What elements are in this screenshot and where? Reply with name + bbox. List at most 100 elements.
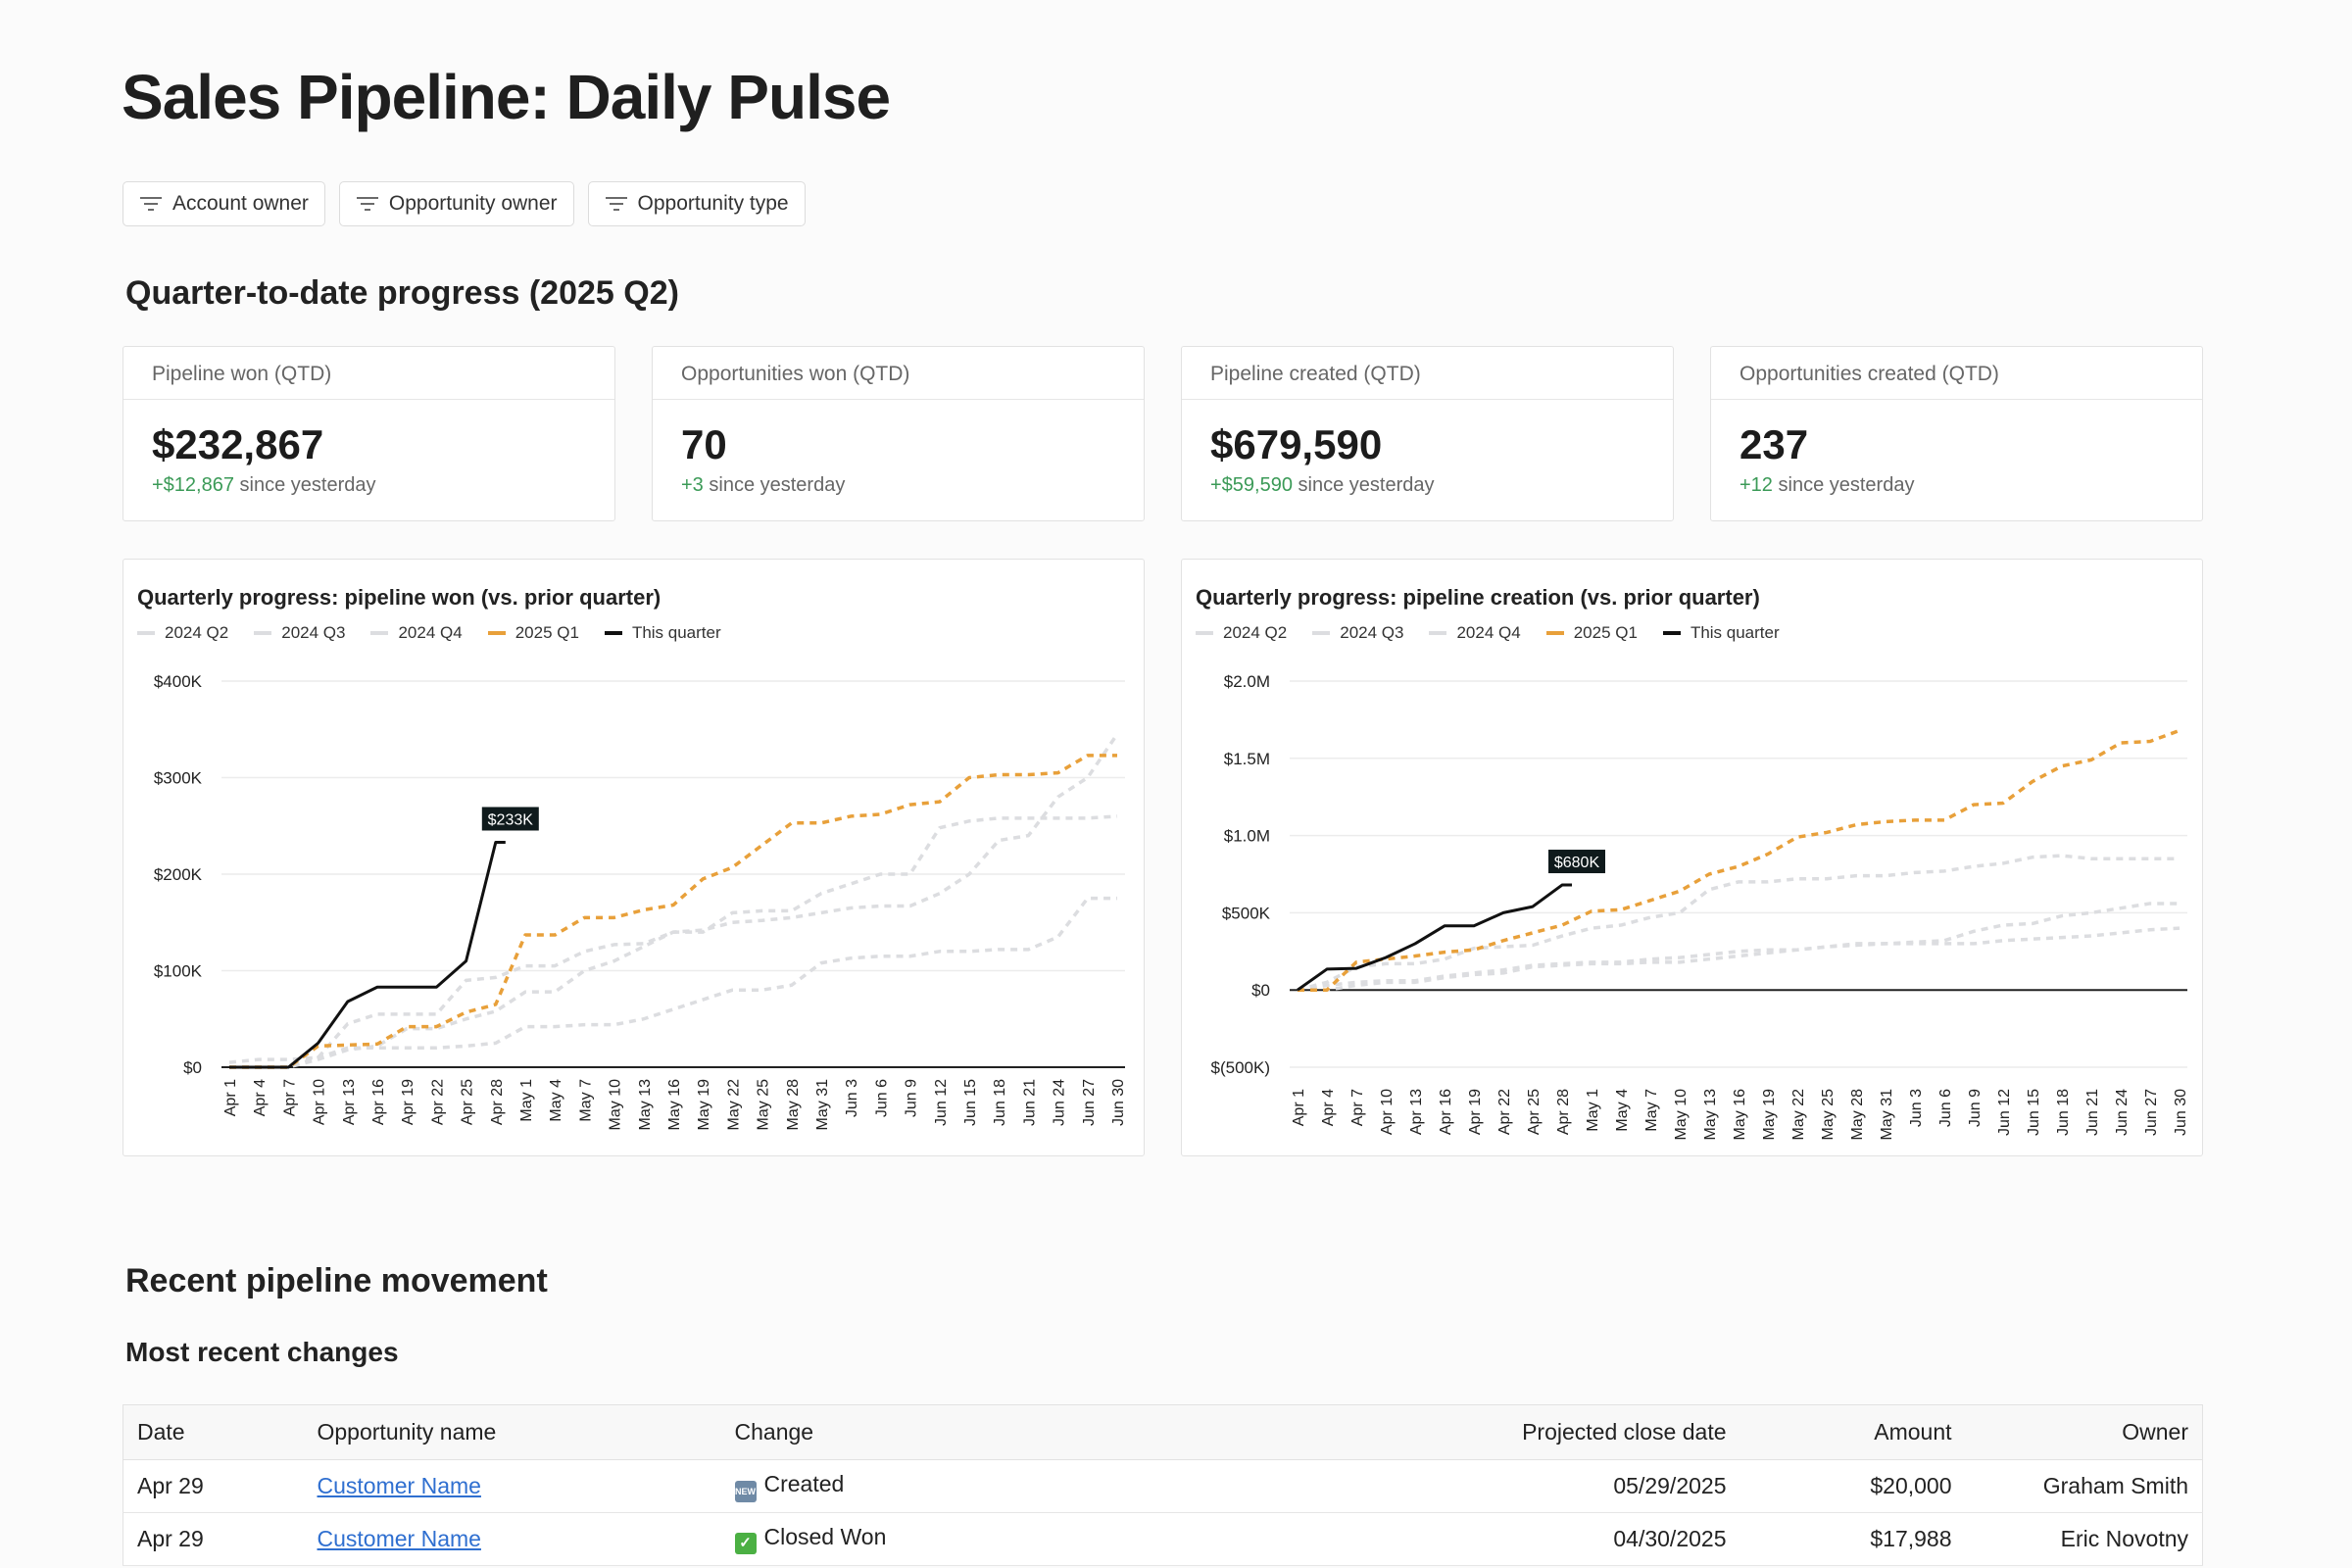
cell-owner: Eric Novotny	[1965, 1512, 2203, 1566]
x-tick-label: Jun 3	[844, 1079, 860, 1117]
legend-item[interactable]: 2024 Q2	[137, 623, 228, 643]
x-tick-label: Jun 24	[1052, 1079, 1068, 1126]
legend-item[interactable]: This quarter	[1662, 623, 1780, 643]
kpi-delta-suffix: since yesterday	[709, 474, 846, 496]
x-tick-label: May 22	[1790, 1089, 1807, 1141]
annotation-box	[481, 807, 539, 831]
legend-label: 2024 Q2	[1223, 623, 1288, 642]
x-tick-label: May 10	[608, 1079, 624, 1131]
x-tick-label: Apr 7	[1349, 1089, 1366, 1126]
filter-icon	[140, 197, 162, 211]
legend-item[interactable]: 2025 Q1	[487, 623, 579, 643]
series-line-2024-q2	[1297, 854, 2180, 992]
filter-opportunity-owner[interactable]: Opportunity owner	[338, 181, 574, 226]
opportunity-link[interactable]: Customer Name	[317, 1473, 481, 1498]
x-tick-label: Apr 4	[1320, 1089, 1337, 1126]
x-tick-label: May 4	[1614, 1089, 1631, 1132]
x-tick-label: Apr 28	[1555, 1089, 1572, 1135]
y-tick-label: $0	[1251, 981, 1270, 1000]
x-tick-label: Jun 15	[962, 1079, 979, 1126]
table-row: Apr 29 Customer Name ✓ Closed Won 04/30/2…	[122, 1512, 2203, 1566]
y-tick-label: $200K	[154, 865, 203, 884]
cell-close-date: 05/29/2025	[1430, 1459, 1740, 1513]
new-icon: NEW	[734, 1480, 757, 1502]
legend-item[interactable]: 2024 Q3	[254, 623, 345, 643]
kpi-delta: +$59,590	[1210, 474, 1293, 496]
x-tick-label: Jun 9	[1967, 1089, 1984, 1127]
x-tick-label: May 1	[518, 1079, 535, 1122]
x-tick-label: Apr 22	[1496, 1089, 1513, 1135]
filter-opportunity-type[interactable]: Opportunity type	[587, 181, 806, 226]
kpi-label: Opportunities created (QTD)	[1711, 347, 2202, 400]
legend-label: This quarter	[631, 623, 721, 642]
y-tick-label: $100K	[154, 962, 203, 981]
series-line-2025-q1	[229, 754, 1117, 1069]
x-tick-label: May 22	[725, 1079, 742, 1131]
filter-account-owner[interactable]: Account owner	[122, 181, 325, 226]
x-tick-label: Jun 9	[904, 1079, 920, 1117]
filter-label: Account owner	[172, 192, 309, 215]
chart-title: Quarterly progress: pipeline creation (v…	[1196, 585, 1760, 610]
legend-item[interactable]: 2024 Q3	[1312, 623, 1403, 643]
col-opportunity-name[interactable]: Opportunity name	[303, 1404, 721, 1460]
col-owner[interactable]: Owner	[1965, 1404, 2203, 1460]
kpi-delta-suffix: since yesterday	[1778, 474, 1915, 496]
legend-item[interactable]: 2024 Q2	[1196, 623, 1287, 643]
x-tick-label: May 1	[1585, 1089, 1601, 1132]
legend-item[interactable]: 2025 Q1	[1545, 623, 1638, 643]
x-tick-label: May 28	[1849, 1089, 1866, 1141]
x-tick-label: May 28	[785, 1079, 802, 1131]
kpi-label: Pipeline created (QTD)	[1182, 347, 1673, 400]
x-tick-label: Apr 1	[1291, 1089, 1307, 1126]
kpi-delta-suffix: since yesterday	[1298, 474, 1435, 496]
legend-item[interactable]: 2024 Q4	[370, 623, 463, 643]
x-tick-label: Jun 18	[992, 1079, 1008, 1126]
legend-swatch	[1662, 631, 1681, 635]
y-tick-label: $400K	[154, 672, 203, 691]
col-amount[interactable]: Amount	[1740, 1404, 1966, 1460]
section-heading-movement: Recent pipeline movement	[125, 1262, 548, 1299]
x-tick-label: Apr 19	[1467, 1089, 1484, 1135]
x-tick-label: Jun 6	[1937, 1089, 1954, 1127]
col-projected-close-date[interactable]: Projected close date	[1430, 1404, 1740, 1460]
x-tick-label: May 19	[1761, 1089, 1778, 1141]
legend-item[interactable]: This quarter	[604, 623, 721, 643]
series-line-2024-q3	[1297, 902, 2180, 992]
series-line-2024-q3	[229, 733, 1119, 1069]
x-tick-label: Jun 18	[2055, 1089, 2072, 1136]
x-tick-label: Apr 22	[429, 1079, 446, 1125]
x-tick-label: Apr 16	[1438, 1089, 1454, 1135]
y-tick-label: $300K	[154, 769, 203, 788]
x-tick-label: May 25	[1820, 1089, 1837, 1141]
chart-legend: 2024 Q2 2024 Q3 2024 Q4 2025 Q1 This quarter	[1196, 623, 1780, 643]
x-tick-label: Jun 30	[2173, 1089, 2189, 1136]
check-icon: ✓	[734, 1533, 757, 1554]
col-change[interactable]: Change	[720, 1404, 1431, 1460]
legend-swatch	[254, 631, 272, 635]
legend-label: 2025 Q1	[514, 623, 579, 642]
kpi-pipeline-won: Pipeline won (QTD) $232,867 +$12,867 since…	[122, 346, 615, 521]
legend-label: 2024 Q3	[1340, 623, 1404, 642]
col-date[interactable]: Date	[122, 1404, 304, 1460]
series-line-this-quarter	[229, 840, 506, 1069]
kpi-label: Opportunities won (QTD)	[653, 347, 1144, 400]
chart-svg: $(500K) $0 $500K $1.0M $1.5M $2.0M Apr 1 Apr 4 A…	[1211, 672, 2189, 1141]
kpi-label: Pipeline won (QTD)	[123, 347, 614, 400]
x-tick-label: Apr 10	[1379, 1089, 1396, 1135]
series-line-2024-q4	[229, 896, 1117, 1069]
x-tick-label: Jun 21	[1021, 1079, 1038, 1126]
legend-swatch	[1196, 631, 1213, 635]
annotation-box	[1548, 850, 1605, 874]
x-tick-label: Apr 13	[1408, 1089, 1425, 1135]
x-tick-label: Apr 16	[370, 1079, 387, 1125]
x-tick-label: Apr 28	[489, 1079, 506, 1125]
chart-legend: 2024 Q2 2024 Q3 2024 Q4 2025 Q1 This quarter	[137, 623, 721, 643]
series-line-2024-q4	[1298, 926, 2180, 992]
kpi-delta: +12	[1740, 474, 1773, 496]
opportunity-link[interactable]: Customer Name	[317, 1526, 481, 1551]
legend-item[interactable]: 2024 Q4	[1429, 623, 1521, 643]
x-tick-label: May 13	[637, 1079, 654, 1131]
x-tick-label: Apr 4	[252, 1079, 269, 1116]
x-tick-label: Apr 25	[460, 1079, 476, 1125]
x-tick-label: Jun 24	[2114, 1089, 2131, 1136]
